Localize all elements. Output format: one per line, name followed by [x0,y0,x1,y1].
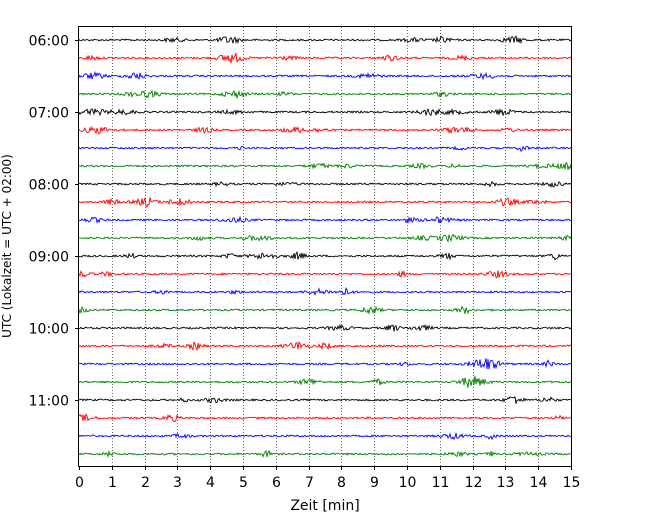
x-tick-label: 2 [141,475,150,491]
vertical-gridlines [112,27,539,466]
x-tick-label: 14 [530,475,548,491]
x-tick-label: 4 [206,475,215,491]
trace-row [78,180,572,189]
y-tick-label: 08:00 [29,178,69,194]
trace-row [78,250,572,261]
trace-row [78,323,572,332]
x-axis-title: Zeit [min] [290,498,359,514]
trace-row [78,432,572,441]
trace-row [78,269,572,279]
y-tick-label: 07:00 [29,106,69,122]
x-tick-label: 13 [497,475,515,491]
x-tick-label: 7 [305,475,314,491]
trace-row [78,375,572,388]
trace-row [78,35,572,45]
x-tick-label: 1 [108,475,117,491]
trace-rows [78,35,572,458]
trace-row [78,449,572,458]
x-axis-ticks: 0 1 2 3 4 5 6 7 8 9 10 11 12 13 14 15 [75,466,580,491]
trace-row [78,52,572,64]
trace-row [78,340,572,352]
trace-row [78,396,572,404]
trace-row [78,358,572,370]
trace-row [78,197,572,208]
x-tick-label: 15 [563,475,581,491]
plot-frame [78,26,572,467]
x-tick-label: 10 [399,475,417,491]
x-tick-label: 11 [432,475,450,491]
trace-row [78,215,572,225]
y-tick-label: 06:00 [29,34,69,50]
y-tick-label: 09:00 [29,250,69,266]
trace-row [78,71,572,81]
x-tick-label: 5 [239,475,248,491]
x-tick-label: 12 [465,475,483,491]
trace-row [78,233,572,243]
trace-row [78,145,572,152]
x-tick-label: 9 [370,475,379,491]
trace-row [78,161,572,170]
trace-row [78,89,572,100]
x-tick-label: 6 [272,475,281,491]
y-tick-label: 11:00 [29,394,69,410]
y-tick-label: 10:00 [29,322,69,338]
trace-row [78,412,572,423]
trace-row [78,286,572,297]
y-axis-ticks: 06:00 07:00 08:00 09:00 10:00 11:00 [29,34,79,410]
trace-row [78,305,572,315]
x-tick-label: 0 [75,475,84,491]
x-tick-label: 8 [337,475,346,491]
x-tick-label: 3 [173,475,182,491]
trace-row [78,107,572,117]
trace-row [78,125,572,135]
y-axis-title: UTC (Lokalzeit = UTC + 02:00) [0,154,14,338]
